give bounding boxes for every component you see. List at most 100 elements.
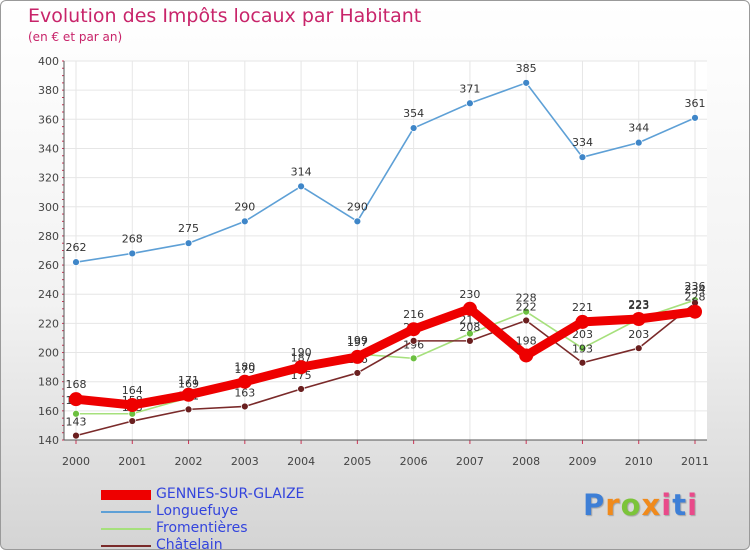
x-tick-label: 2006 [400,455,428,468]
legend-label: Châtelain [156,537,223,550]
data-label-fromenti-res: 203 [572,328,593,341]
data-label-longuefuye: 262 [66,241,87,254]
data-point-longuefuye [353,217,362,226]
data-point-gennes-sur-glaize [406,322,421,337]
data-point-ch-telain [409,336,418,345]
series-line-gennes-sur-glaize [71,304,700,410]
data-label-ch-telain: 193 [572,343,593,356]
data-label-longuefuye: 344 [628,122,649,135]
proxiti-logo: Proxiti [583,488,698,522]
x-tick-label: 2005 [343,455,371,468]
y-tick-label: 380 [38,84,59,97]
plot-area [64,61,707,440]
data-point-ch-telain [240,402,249,411]
data-point-longuefuye [184,239,193,248]
logo-letter: P [583,488,606,522]
chart-subtitle: (en € et par an) [28,30,123,44]
data-point-longuefuye [691,113,699,122]
data-label-ch-telain: 163 [234,386,255,399]
data-point-ch-telain [634,344,643,353]
data-label-gennes-sur-glaize: 164 [122,384,143,397]
data-point-ch-telain [128,417,137,425]
y-tick-label: 360 [38,113,59,126]
logo-letter: i [687,488,699,522]
data-point-ch-telain [297,385,305,393]
data-point-longuefuye [466,99,474,108]
data-point-gennes-sur-glaize [125,398,140,413]
data-point-ch-telain [72,431,80,440]
data-label-longuefuye: 275 [178,222,199,235]
legend-swatch-fromentieres [101,527,151,530]
data-label-gennes-sur-glaize: 180 [234,361,255,374]
logo-letter: i [661,488,673,522]
x-tick-label: 2007 [456,455,484,468]
data-point-gennes-sur-glaize [519,348,534,363]
data-point-fromenti-res [409,354,418,363]
x-tick-label: 2011 [681,455,709,468]
data-label-longuefuye: 290 [234,200,255,213]
x-tick-label: 2000 [62,455,90,468]
data-point-gennes-sur-glaize [462,301,477,316]
data-point-gennes-sur-glaize [69,392,83,407]
y-tick-label: 180 [38,376,59,389]
data-label-longuefuye: 314 [291,165,312,178]
y-tick-label: 340 [38,142,59,155]
logo-letter: o [620,488,642,522]
data-label-longuefuye: 354 [403,107,424,120]
x-tick-label: 2002 [175,455,203,468]
legend-swatch-gennes [101,489,151,500]
x-tick-label: 2008 [512,455,540,468]
data-label-longuefuye: 385 [516,62,537,75]
data-point-longuefuye [522,78,531,87]
y-tick-label: 160 [38,405,59,418]
data-point-ch-telain [353,369,362,377]
y-tick-label: 320 [38,172,59,185]
data-point-gennes-sur-glaize [237,374,252,389]
data-label-gennes-sur-glaize: 198 [516,334,537,347]
series-line-longuefuye [75,82,696,263]
data-point-longuefuye [409,124,418,132]
data-point-fromenti-res [522,307,531,316]
data-point-fromenti-res [578,344,587,353]
data-label-gennes-sur-glaize: 190 [291,346,312,359]
data-label-fromenti-res: 199 [347,334,368,347]
y-tick-label: 260 [38,259,59,272]
data-point-gennes-sur-glaize [575,314,590,329]
legend-swatch-longuefuye [101,510,151,513]
logo-letter: r [605,488,621,522]
data-point-longuefuye [634,138,643,147]
x-tick-label: 2010 [625,455,653,468]
legend-label: Longuefuye [156,503,239,519]
data-label-longuefuye: 290 [347,200,368,213]
y-tick-label: 300 [38,201,59,214]
data-label-fromenti-res: 169 [178,378,199,391]
y-tick-label: 140 [38,434,59,447]
data-point-longuefuye [128,249,137,258]
data-label-gennes-sur-glaize: 197 [347,336,368,349]
series-line-ch-telain [75,302,696,437]
y-tick-label: 200 [38,347,59,360]
data-label-ch-telain: 203 [628,328,649,341]
data-label-gennes-sur-glaize: 171 [178,374,199,387]
data-point-longuefuye [72,258,80,267]
data-label-longuefuye: 371 [459,82,480,95]
data-point-gennes-sur-glaize [294,360,309,375]
x-tick-label: 2003 [231,455,259,468]
data-label-fromenti-res: 228 [516,292,537,305]
data-label-fromenti-res: 187 [291,351,312,364]
data-point-ch-telain [466,336,474,345]
data-label-ch-telain: 143 [66,416,87,429]
data-label-gennes-sur-glaize: 228 [685,291,706,304]
data-label-longuefuye: 334 [572,136,593,149]
data-point-ch-telain [522,316,531,325]
x-tick-label: 2004 [287,455,315,468]
data-label-fromenti-res: 223 [628,299,649,312]
data-point-longuefuye [578,153,587,162]
data-label-ch-telain: 234 [685,283,706,296]
y-tick-label: 220 [38,317,59,330]
data-label-longuefuye: 268 [122,232,143,245]
x-tick-label: 2001 [118,455,146,468]
data-label-gennes-sur-glaize: 223 [628,298,649,311]
